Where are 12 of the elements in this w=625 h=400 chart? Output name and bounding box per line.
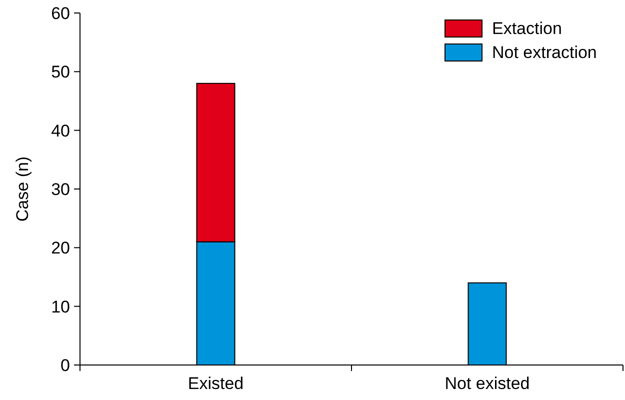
y-tick-label: 60 — [51, 4, 70, 23]
legend-label: Extaction — [492, 18, 562, 38]
y-axis-title: Case (n) — [13, 156, 32, 222]
y-tick-label: 40 — [51, 121, 70, 140]
y-tick-label: 30 — [51, 180, 70, 199]
y-tick-label: 50 — [51, 62, 70, 82]
y-tick-label: 10 — [51, 297, 70, 316]
x-tick-label: Existed — [188, 374, 244, 393]
x-tick-label: Not existed — [444, 374, 530, 393]
y-tick-label: 0 — [60, 356, 70, 375]
y-tick-label: 20 — [51, 238, 70, 258]
legend-label: Not extraction — [492, 42, 597, 62]
